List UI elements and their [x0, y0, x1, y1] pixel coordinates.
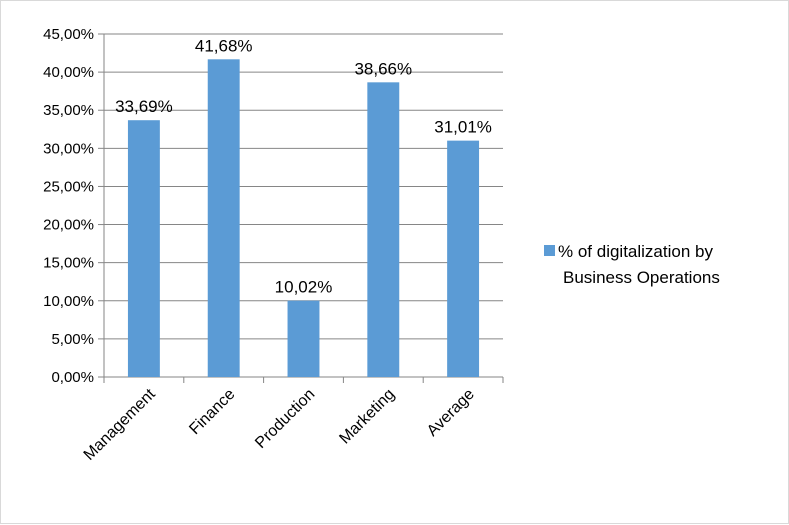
legend: % of digitalization by Business Operatio… — [544, 239, 720, 291]
y-tick-label: 30,00% — [43, 140, 94, 157]
y-tick-label: 10,00% — [43, 293, 94, 310]
category-label: Production — [252, 386, 318, 452]
data-label: 38,66% — [354, 59, 412, 78]
legend-swatch — [544, 245, 555, 256]
bar-finance — [207, 59, 240, 377]
data-label: 10,02% — [275, 278, 333, 297]
bar-production — [287, 300, 320, 377]
y-tick-label: 45,00% — [43, 26, 94, 43]
bar-average — [447, 140, 480, 377]
bar-marketing — [367, 82, 400, 377]
data-label: 31,01% — [434, 118, 492, 137]
y-tick-label: 5,00% — [51, 331, 94, 348]
y-tick-label: 15,00% — [43, 255, 94, 272]
data-label: 33,69% — [115, 97, 173, 116]
data-label: 41,68% — [195, 36, 253, 55]
legend-label: % of digitalization by Business Operatio… — [558, 239, 720, 291]
category-label: Finance — [186, 386, 238, 438]
legend-label-line1: % of digitalization by — [558, 242, 713, 261]
category-label: Management — [81, 385, 159, 463]
legend-label-line2: Business Operations — [563, 268, 720, 287]
category-label: Average — [424, 386, 478, 440]
y-tick-label: 40,00% — [43, 64, 94, 81]
y-tick-label: 25,00% — [43, 178, 94, 195]
y-tick-label: 0,00% — [51, 369, 94, 386]
bar-management — [127, 120, 160, 377]
y-tick-label: 35,00% — [43, 102, 94, 119]
category-label: Marketing — [336, 386, 398, 448]
y-tick-label: 20,00% — [43, 217, 94, 234]
